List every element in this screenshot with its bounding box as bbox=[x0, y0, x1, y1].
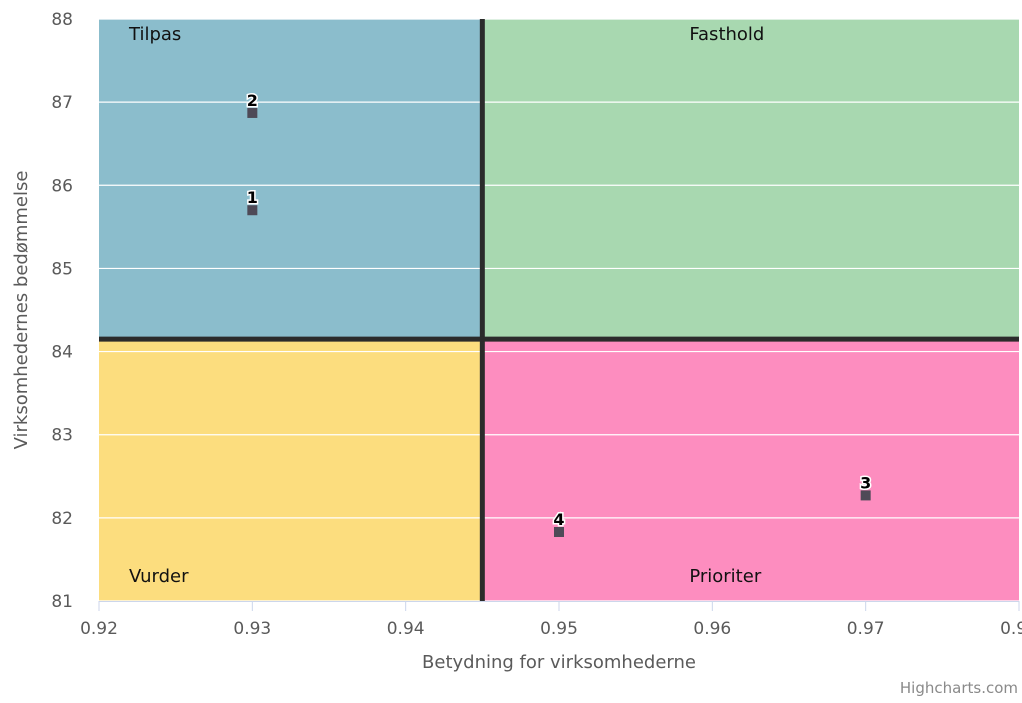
quadrant-label-bottom-left: Vurder bbox=[129, 566, 189, 587]
y-tick-label: 88 bbox=[51, 10, 73, 30]
quadrant-label-top-left: Tilpas bbox=[128, 24, 181, 45]
y-tick-label: 85 bbox=[51, 259, 73, 279]
y-tick-label: 86 bbox=[51, 176, 73, 196]
data-point-label: 2 bbox=[247, 91, 258, 110]
quadrant-backgrounds bbox=[99, 19, 1019, 601]
axes: 0.92 0.93 0.94 0.95 0.96 0.97 0.98 81 82 83 84 85 86… bbox=[51, 10, 1022, 639]
quadrant-label-top-right: Fasthold bbox=[689, 24, 764, 45]
data-point-marker bbox=[554, 526, 564, 537]
quadrant-bottom-left bbox=[99, 339, 483, 601]
data-point-marker bbox=[860, 490, 871, 501]
x-tick-label: 0.93 bbox=[233, 619, 271, 639]
y-tick-label: 87 bbox=[51, 93, 73, 113]
x-tick-label: 0.94 bbox=[387, 619, 425, 639]
data-point-label: 1 bbox=[247, 188, 258, 207]
x-tick-label: 0.98 bbox=[1000, 619, 1022, 639]
quadrant-dividers bbox=[99, 19, 1019, 601]
data-point-label: 4 bbox=[553, 510, 564, 529]
x-axis-title: Betydning for virksomhederne bbox=[422, 652, 696, 673]
data-point-marker bbox=[247, 205, 258, 216]
quadrant-top-right bbox=[482, 19, 1019, 340]
x-tick-label: 0.97 bbox=[847, 619, 885, 639]
y-axis-title: Virksomhedernes bedømmelse bbox=[11, 171, 32, 450]
data-point-label: 3 bbox=[860, 473, 871, 492]
credits-link[interactable]: Highcharts.com bbox=[899, 679, 1018, 697]
data-points: 1 2 3 4 bbox=[245, 89, 873, 537]
quadrant-labels: Tilpas Fasthold Vurder Prioriter bbox=[128, 24, 764, 587]
quadrant-label-bottom-right: Prioriter bbox=[689, 566, 761, 587]
x-tick-label: 0.96 bbox=[693, 619, 731, 639]
y-tick-label: 81 bbox=[51, 592, 73, 612]
x-tick-label: 0.95 bbox=[540, 619, 578, 639]
y-tick-label: 84 bbox=[51, 343, 73, 363]
quadrant-bottom-right bbox=[482, 339, 1019, 601]
x-tick-label: 0.92 bbox=[80, 619, 118, 639]
quadrant-top-left bbox=[99, 19, 483, 340]
data-point-marker bbox=[247, 107, 258, 118]
y-tick-label: 82 bbox=[51, 509, 73, 529]
y-tick-label: 83 bbox=[51, 426, 73, 446]
